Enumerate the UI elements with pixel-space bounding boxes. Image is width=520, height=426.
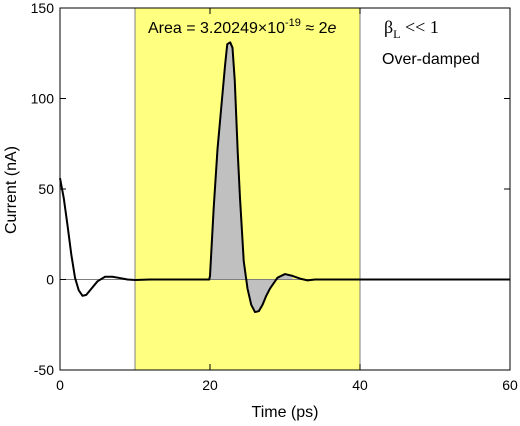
beta-symbol: β — [384, 17, 393, 37]
beta-annotation: βL << 1 — [384, 17, 439, 41]
x-tick-label: 20 — [202, 377, 218, 393]
y-ticks: -50 0 50 100 150 — [31, 0, 510, 378]
x-axis-title: Time (ps) — [252, 404, 319, 421]
beta-subscript: L — [393, 27, 400, 41]
y-tick-label: 50 — [38, 181, 54, 197]
x-tick-label: 0 — [56, 377, 64, 393]
area-approx: ≈ 2 — [301, 20, 328, 37]
area-exponent: -19 — [285, 17, 301, 29]
x-tick-label: 40 — [352, 377, 368, 393]
highlight-region — [135, 8, 360, 370]
area-annotation: Area = 3.20249×10-19 ≈ 2e — [148, 17, 337, 37]
y-tick-label: -50 — [34, 362, 54, 378]
regime-annotation: Over-damped — [382, 51, 480, 68]
area-prefix: Area = 3.20249×10 — [148, 20, 285, 37]
area-symbol: e — [328, 20, 337, 37]
y-tick-label: 150 — [31, 0, 55, 16]
y-tick-label: 0 — [46, 272, 54, 288]
beta-relation: << 1 — [401, 17, 439, 37]
series-line — [59, 41, 510, 314]
y-axis-title: Current (nA) — [3, 146, 20, 234]
y-tick-label: 100 — [31, 91, 55, 107]
filled-area — [210, 42, 293, 313]
x-tick-label: 60 — [502, 377, 518, 393]
x-ticks: 0 20 40 60 — [56, 8, 518, 393]
